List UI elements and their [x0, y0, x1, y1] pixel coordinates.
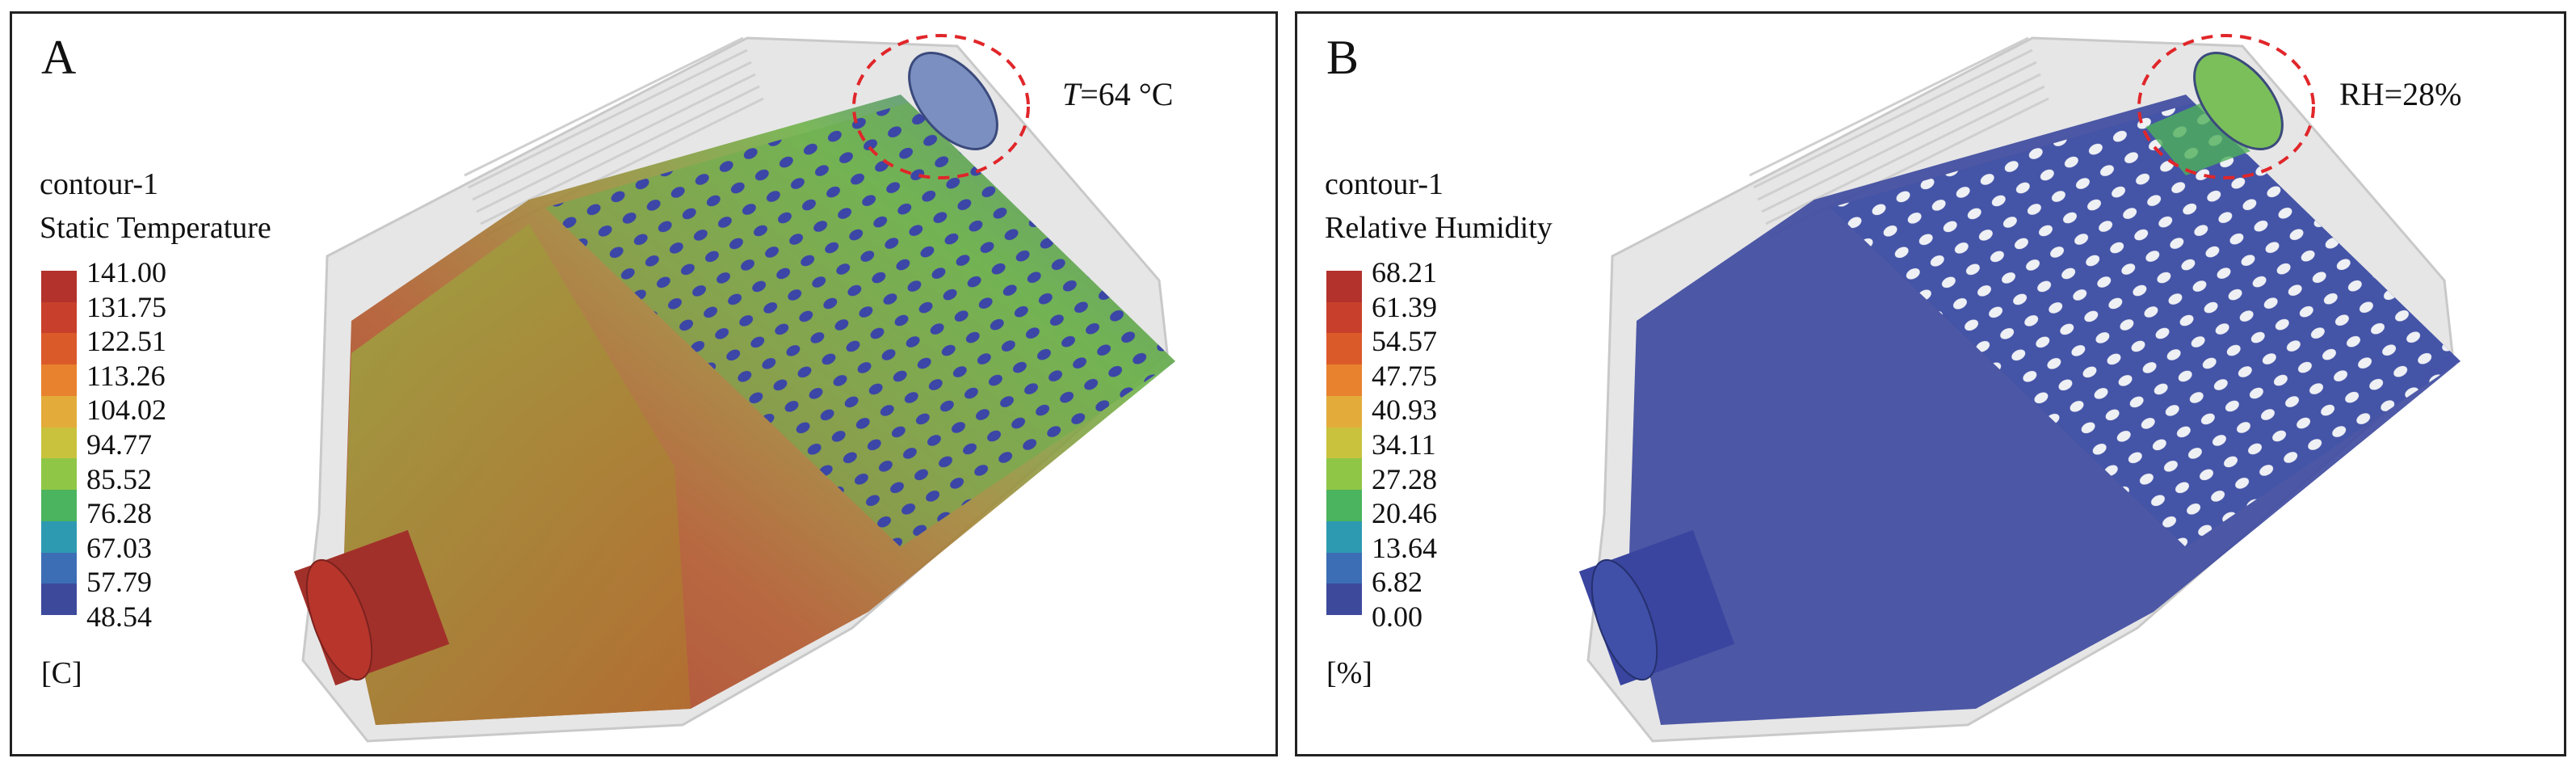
colorbar-band: [1326, 395, 1362, 428]
colorbar-band: [1326, 271, 1362, 302]
colorbar: [41, 271, 77, 616]
colorbar-tick-label: 131.75: [86, 290, 166, 323]
fins: [464, 36, 764, 238]
colorbar-tick-label: 13.64: [1372, 531, 1437, 564]
colorbar-band: [1326, 584, 1362, 616]
panel-b: B RH=28% contour-1 Relative Humidity 68.…: [1295, 11, 2566, 756]
colorbar-tick-label: 27.28: [1372, 462, 1437, 495]
colorbar-tick-label: 48.54: [86, 600, 152, 633]
temperature-contour-scene: [293, 34, 1175, 743]
outlet-pipe: [2193, 52, 2284, 150]
colorbar-band: [41, 395, 77, 428]
colorbar-tick-label: 34.11: [1372, 428, 1436, 461]
outlet-temperature-annotation: T=64 °C: [1062, 76, 1174, 112]
colorbar-band: [41, 427, 77, 459]
colorbar-band: [1326, 552, 1362, 584]
colorbar-band: [1326, 301, 1362, 334]
legend-unit: [%]: [1326, 656, 1372, 690]
colorbar-tick-label: 113.26: [86, 359, 166, 392]
legend-quantity: Relative Humidity: [1325, 211, 1553, 245]
colorbar-band: [1326, 490, 1362, 521]
panel-a: A T=64 °C contour-1 Static Temperature 1…: [10, 11, 1278, 756]
humid-zone: [2145, 103, 2250, 175]
colorbar-band: [41, 301, 77, 334]
panel-letter: B: [1326, 31, 1359, 84]
colorbar-tick-label: 67.03: [86, 531, 152, 564]
outlet-pipe: [908, 52, 998, 150]
colorbar-tick-label: 141.00: [86, 256, 166, 289]
legend-name: contour-1: [40, 167, 158, 201]
colorbar-tick-label: 94.77: [86, 428, 152, 461]
colorbar-band: [1326, 333, 1362, 365]
colorbar-band: [41, 490, 77, 521]
colorbar-band: [41, 333, 77, 365]
colorbar-tick-label: 57.79: [86, 566, 152, 599]
outlet-highlight-circle: [852, 34, 1030, 179]
colorbar-band: [41, 458, 77, 491]
inlet-face: [305, 558, 373, 681]
legend-unit: [C]: [41, 656, 82, 690]
legend-quantity: Static Temperature: [40, 211, 271, 245]
colorbar-tick-label: 54.57: [1372, 325, 1437, 358]
outlet-humidity-annotation: RH=28%: [2339, 76, 2462, 112]
colorbar-tick-label: 122.51: [86, 325, 166, 358]
colorbar-band: [41, 520, 77, 553]
colorbar-band: [1326, 427, 1362, 459]
colorbar-tick-label: 61.39: [1372, 290, 1437, 323]
colorbar-band: [1326, 520, 1362, 553]
colorbar-tick-label: 85.52: [86, 462, 152, 495]
colorbar-tick-label: 47.75: [1372, 359, 1437, 392]
colorbar-tick-label: 20.46: [1372, 497, 1437, 530]
inlet-face: [1591, 558, 1658, 681]
outlet-highlight-circle: [2137, 34, 2315, 179]
plate-holes: [545, 103, 1175, 547]
colorbar-band: [1326, 458, 1362, 491]
colorbar-band: [41, 552, 77, 584]
colorbar-tick-label: 104.02: [86, 394, 166, 427]
colorbar-tick-label: 76.28: [86, 497, 152, 530]
colorbar-band: [41, 584, 77, 616]
colorbar-tick-label: 40.93: [1372, 394, 1437, 427]
colorbar-band: [41, 271, 77, 302]
colorbar: [1326, 271, 1362, 616]
colorbar-tick-label: 68.21: [1372, 256, 1437, 289]
colorbar-tick-label: 6.82: [1372, 566, 1422, 599]
plate-holes: [1830, 103, 2460, 547]
panel-letter: A: [41, 31, 77, 84]
colorbar-band: [41, 364, 77, 396]
humidity-contour-scene: [1578, 34, 2460, 743]
legend-name: contour-1: [1325, 167, 1443, 201]
colorbar-tick-label: 0.00: [1372, 600, 1422, 633]
colorbar-band: [1326, 364, 1362, 396]
